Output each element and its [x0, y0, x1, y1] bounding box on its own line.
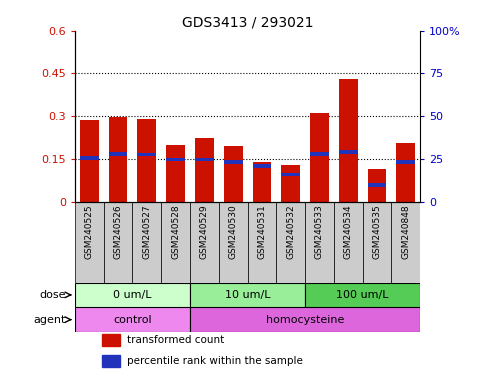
Bar [190, 202, 219, 283]
Bar [104, 202, 132, 283]
Bar [75, 307, 190, 332]
Bar [391, 202, 420, 283]
Text: 100 um/L: 100 um/L [336, 290, 389, 300]
Text: agent: agent [34, 314, 66, 324]
Bar [339, 79, 357, 202]
Text: percentile rank within the sample: percentile rank within the sample [127, 356, 302, 366]
Bar [195, 137, 213, 202]
Text: GSM240532: GSM240532 [286, 204, 295, 259]
Bar [102, 356, 120, 367]
Bar [282, 165, 300, 202]
Bar [310, 113, 329, 202]
Bar [166, 145, 185, 202]
Bar [190, 307, 420, 332]
Text: GSM240530: GSM240530 [228, 204, 238, 259]
Bar [282, 173, 300, 176]
Bar [305, 283, 420, 307]
Text: GSM240848: GSM240848 [401, 204, 411, 259]
Bar [75, 283, 190, 307]
Text: GSM240527: GSM240527 [142, 204, 151, 259]
Bar [363, 202, 391, 283]
Bar [80, 121, 99, 202]
Bar [102, 334, 120, 346]
Bar [75, 202, 104, 283]
Bar [339, 150, 357, 154]
Bar [195, 157, 213, 161]
Text: homocysteine: homocysteine [266, 314, 344, 324]
Bar [397, 143, 415, 202]
Bar [276, 202, 305, 283]
Text: GSM240529: GSM240529 [200, 204, 209, 259]
Bar [219, 202, 247, 283]
Bar [368, 183, 386, 187]
Bar [224, 161, 242, 164]
Bar [334, 202, 363, 283]
Bar [253, 162, 271, 202]
Text: transformed count: transformed count [127, 335, 224, 345]
Text: GSM240531: GSM240531 [257, 204, 267, 259]
Title: GDS3413 / 293021: GDS3413 / 293021 [182, 16, 313, 30]
Bar [190, 283, 305, 307]
Bar [132, 202, 161, 283]
Bar [247, 202, 276, 283]
Text: dose: dose [40, 290, 66, 300]
Text: GSM240525: GSM240525 [85, 204, 94, 259]
Bar [109, 117, 128, 202]
Bar [310, 152, 329, 156]
Bar [368, 169, 386, 202]
Text: 0 um/L: 0 um/L [113, 290, 152, 300]
Bar [166, 157, 185, 161]
Bar [109, 152, 128, 156]
Text: control: control [113, 314, 152, 324]
Bar [224, 146, 242, 202]
Bar [161, 202, 190, 283]
Bar [138, 119, 156, 202]
Bar [305, 202, 334, 283]
Bar [138, 153, 156, 156]
Text: 10 um/L: 10 um/L [225, 290, 270, 300]
Bar [253, 164, 271, 168]
Bar [397, 161, 415, 164]
Text: GSM240528: GSM240528 [171, 204, 180, 259]
Text: GSM240533: GSM240533 [315, 204, 324, 259]
Bar [80, 156, 99, 160]
Text: GSM240535: GSM240535 [372, 204, 382, 259]
Text: GSM240534: GSM240534 [344, 204, 353, 259]
Text: GSM240526: GSM240526 [114, 204, 123, 259]
